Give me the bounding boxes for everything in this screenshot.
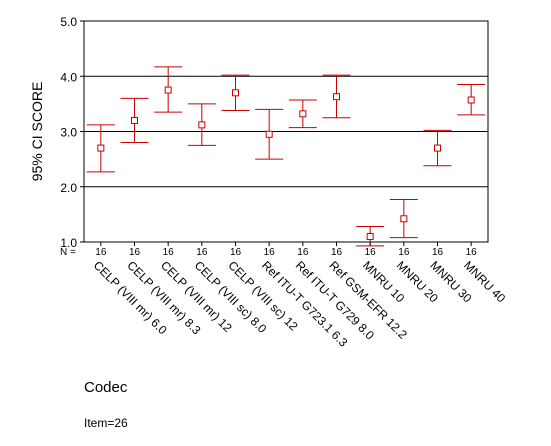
n-value: 16	[297, 247, 309, 258]
mean-marker	[131, 116, 138, 124]
n-value: 16	[95, 247, 107, 258]
mean-marker	[366, 232, 374, 240]
n-value: 16	[331, 247, 343, 258]
y-tick-label: 3.0	[60, 126, 77, 140]
n-value: 16	[196, 247, 208, 258]
n-value: 16	[432, 247, 444, 258]
n-value: 16	[264, 247, 276, 258]
y-tick-label: 1.0	[60, 236, 77, 250]
x-axis-title: Codec	[84, 379, 128, 396]
footnote: Item=26	[84, 416, 128, 430]
y-tick-label: 5.0	[60, 15, 77, 29]
n-value: 16	[129, 247, 141, 258]
n-value: 16	[163, 247, 175, 258]
y-tick-label: 2.0	[60, 181, 77, 195]
n-value: 16	[230, 247, 242, 258]
n-value: 16	[466, 247, 478, 258]
n-value: 16	[398, 247, 410, 258]
mean-marker	[265, 130, 273, 138]
mean-marker	[467, 96, 475, 104]
mean-marker	[97, 144, 105, 152]
n-label: N =	[60, 247, 76, 258]
mean-marker	[333, 93, 340, 101]
mean-marker	[232, 89, 239, 97]
mean-marker	[198, 121, 206, 129]
n-value: 16	[365, 247, 377, 258]
mean-marker	[299, 110, 307, 118]
y-axis-title: 95% CI SCORE	[29, 82, 45, 182]
y-tick-label: 4.0	[60, 70, 77, 84]
mean-marker	[164, 86, 172, 94]
mean-marker	[400, 215, 408, 223]
mean-marker	[434, 144, 441, 152]
